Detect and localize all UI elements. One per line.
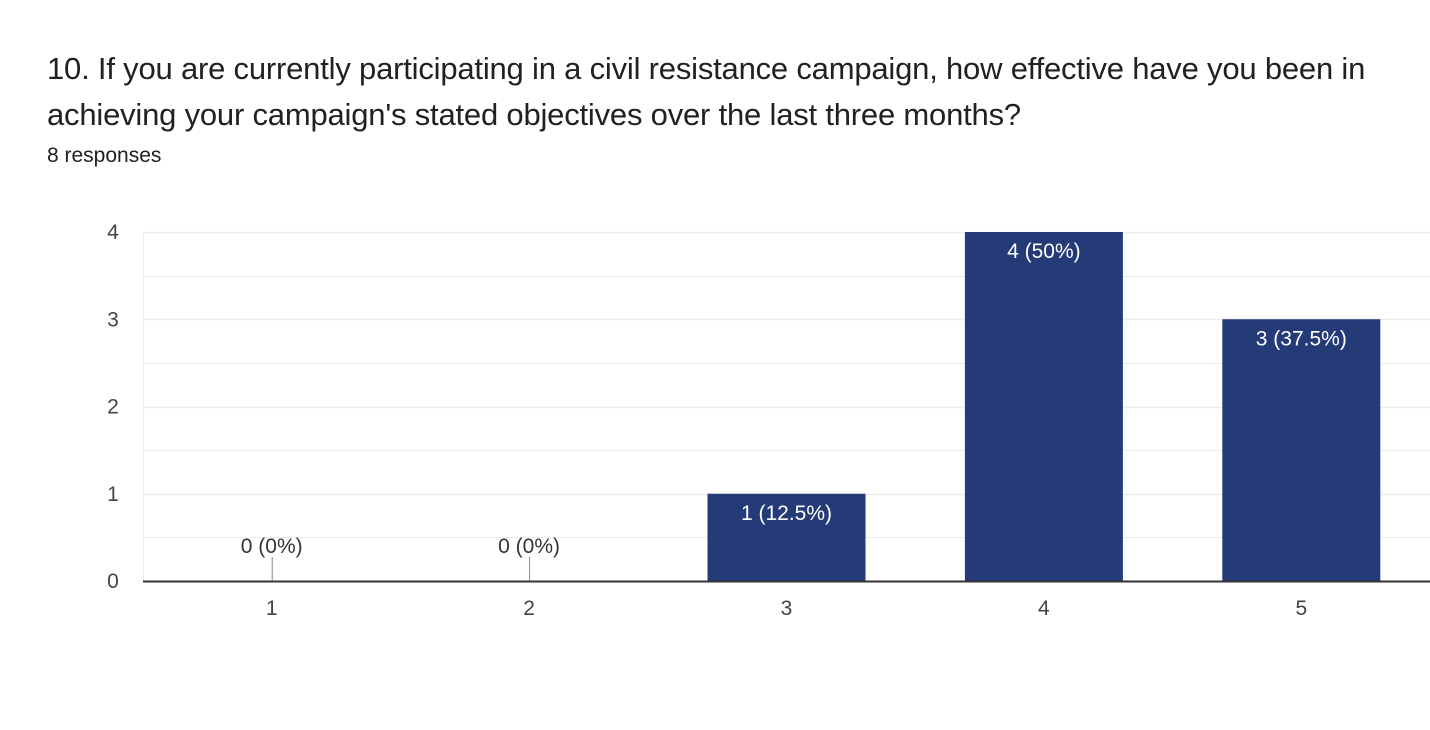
bar (707, 493, 866, 581)
bar (1222, 319, 1381, 581)
bar-data-labels: 0 (0%) 0 (0%) 1 (12.5%) 4 (50%) 3 (37.5%) (241, 240, 1347, 581)
x-tick-label: 5 (1295, 597, 1307, 620)
y-tick-label: 1 (107, 483, 119, 506)
bar-data-label: 1 (12.5%) (741, 502, 832, 525)
bar-data-label: 0 (0%) (241, 535, 303, 558)
bar-data-label: 0 (0%) (498, 535, 560, 558)
x-tick-label: 4 (1038, 597, 1050, 620)
bar (964, 232, 1123, 581)
question-title: 10. If you are currently participating i… (47, 51, 1366, 132)
y-tick-label: 4 (107, 221, 119, 244)
y-tick-label: 0 (107, 570, 119, 593)
bar-data-label: 4 (50%) (1007, 240, 1081, 263)
x-tick-label: 3 (781, 597, 793, 620)
y-tick-label: 2 (107, 396, 119, 419)
axes: 0 1 2 3 4 1 2 3 4 5 (107, 221, 1430, 620)
grid-lines (143, 231, 1430, 581)
y-tick-label: 3 (107, 308, 119, 331)
x-tick-label: 1 (266, 597, 278, 620)
bars (707, 232, 1381, 581)
bar-data-label: 3 (37.5%) (1256, 327, 1347, 350)
x-tick-label: 2 (523, 597, 535, 620)
response-count: 8 responses (47, 144, 162, 167)
